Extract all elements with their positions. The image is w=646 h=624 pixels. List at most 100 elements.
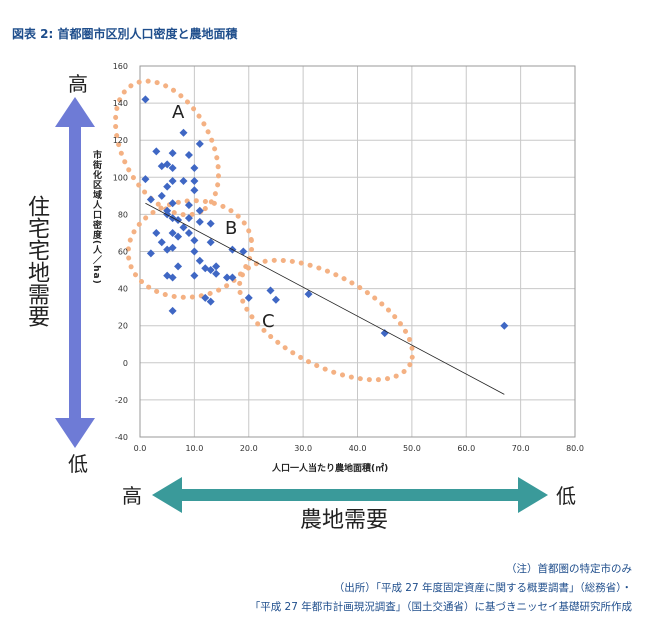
y-tick-label: 100 xyxy=(113,173,128,182)
data-point xyxy=(244,293,253,302)
horizontal-arrow xyxy=(152,477,548,513)
data-point xyxy=(163,182,172,191)
note-line: （出所）「平成 27 年度固定資産に関する概要調書」（総務省）・ xyxy=(333,582,632,594)
data-point xyxy=(179,223,188,232)
data-point xyxy=(239,247,248,256)
x-tick-label: 80.0 xyxy=(566,444,584,453)
x-arrow-left-label: 高 xyxy=(122,484,142,508)
x-axis-label: 人口一人当たり農地面積(㎡) xyxy=(272,464,389,474)
y-arrow-top-label: 高 xyxy=(68,72,88,96)
region-ellipse xyxy=(237,257,415,383)
note-line: （注）首都圏の特定市のみ xyxy=(506,563,632,575)
vertical-arrow xyxy=(55,97,95,448)
data-point xyxy=(146,195,155,204)
data-point xyxy=(190,164,199,173)
x-tick-label: 60.0 xyxy=(457,444,475,453)
data-point xyxy=(184,201,193,210)
y-tick-label: 40 xyxy=(118,285,128,294)
y-tick-label: 80 xyxy=(118,210,128,219)
data-point xyxy=(304,290,313,299)
y-axis-label: 市街化区域人口密度(人／ha) xyxy=(91,150,101,285)
data-points xyxy=(141,95,509,338)
data-point xyxy=(380,329,389,338)
data-point xyxy=(195,217,204,226)
x-tick-label: 10.0 xyxy=(185,444,203,453)
data-point xyxy=(157,238,166,247)
data-point xyxy=(168,199,177,208)
region-ellipses xyxy=(113,78,415,383)
data-point xyxy=(174,232,183,241)
data-point xyxy=(168,149,177,158)
x-tick-label: 40.0 xyxy=(349,444,367,453)
y-tick-label: 120 xyxy=(113,136,128,145)
data-point xyxy=(146,249,155,258)
data-point xyxy=(141,95,150,104)
trend-line-segment xyxy=(145,202,505,395)
y-arrow-bottom-label: 低 xyxy=(68,452,88,476)
data-point xyxy=(163,245,172,254)
data-point xyxy=(184,214,193,223)
data-point xyxy=(141,175,150,184)
x-tick-label: 50.0 xyxy=(403,444,421,453)
data-point xyxy=(206,266,215,275)
y-tick-label: 20 xyxy=(118,322,128,331)
data-point xyxy=(168,306,177,315)
data-point xyxy=(195,139,204,148)
data-point xyxy=(179,177,188,186)
data-point xyxy=(223,273,231,282)
data-point xyxy=(195,256,204,265)
data-point xyxy=(190,186,199,195)
data-point xyxy=(168,273,177,282)
x-tick-label: 70.0 xyxy=(512,444,530,453)
y-tick-label: 160 xyxy=(113,62,128,71)
region-label: B xyxy=(225,218,237,239)
data-point xyxy=(190,236,199,245)
data-point xyxy=(266,286,275,295)
data-point xyxy=(190,247,199,256)
y-arrow-label: 住宅宅地需要 xyxy=(24,195,49,327)
data-point xyxy=(152,228,161,237)
data-point xyxy=(206,238,215,247)
x-tick-label: 20.0 xyxy=(240,444,258,453)
data-point xyxy=(168,177,177,186)
notes: （注）首都圏の特定市のみ （出所）「平成 27 年度固定資産に関する概要調書」（… xyxy=(250,560,632,617)
data-point xyxy=(157,191,166,200)
data-point xyxy=(152,147,161,156)
grid xyxy=(139,65,576,438)
y-tick-label: 60 xyxy=(118,248,128,257)
data-point xyxy=(157,162,166,171)
x-tick-label: 0.0 xyxy=(134,444,147,453)
y-tick-label: 140 xyxy=(113,99,128,108)
data-point xyxy=(206,219,215,228)
note-line: 「平成 27 年都市計画現況調査」（国土交通省）に基づきニッセイ基礎研究所作成 xyxy=(249,601,632,613)
data-point xyxy=(212,269,221,278)
plot-border xyxy=(139,65,576,438)
tick-labels: 0.0 10.0 20.0 30.0 40.0 50.0 60.0 70.0 80.0 -40 -2… xyxy=(113,62,584,453)
region-labels: A B C xyxy=(172,102,275,332)
data-point xyxy=(184,151,193,160)
data-point xyxy=(190,271,199,280)
data-point xyxy=(212,262,221,271)
data-point xyxy=(174,262,183,271)
data-point xyxy=(168,164,177,173)
region-label: C xyxy=(262,311,275,332)
x-arrow-right-label: 低 xyxy=(556,484,576,508)
data-point xyxy=(179,128,188,137)
trend-line xyxy=(145,202,505,395)
data-point xyxy=(195,206,204,215)
data-point xyxy=(500,321,509,330)
data-point xyxy=(190,177,199,186)
data-point xyxy=(271,295,280,304)
data-point xyxy=(184,228,193,237)
data-point xyxy=(206,297,215,306)
y-tick-label: -40 xyxy=(115,433,128,442)
data-point xyxy=(228,273,237,282)
region-label: A xyxy=(172,102,185,123)
x-tick-label: 30.0 xyxy=(294,444,312,453)
y-tick-label: 0 xyxy=(123,359,128,368)
chart-title: 図表 2: 首都圏市区別人口密度と農地面積 xyxy=(12,27,238,41)
x-arrow-label: 農地需要 xyxy=(300,508,389,533)
data-point xyxy=(201,293,210,302)
data-point xyxy=(168,228,177,237)
